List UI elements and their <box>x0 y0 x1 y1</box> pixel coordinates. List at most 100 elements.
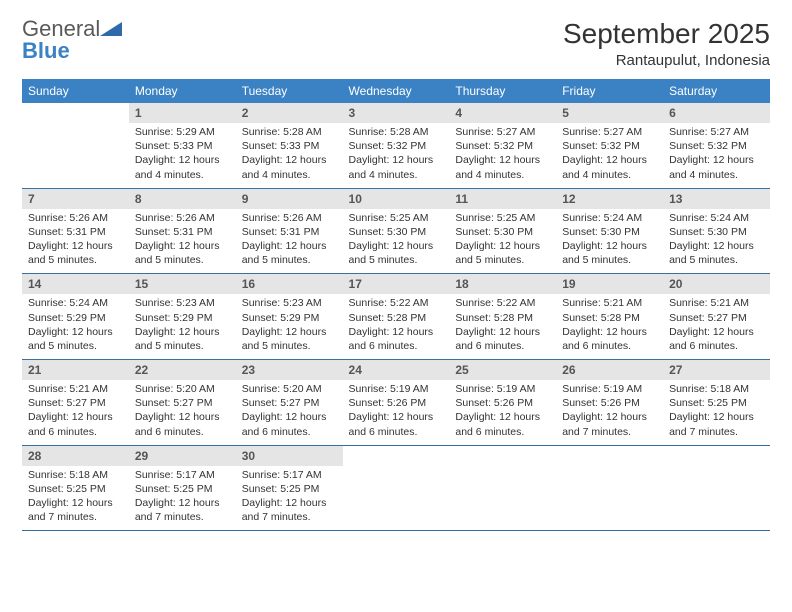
day-number: 16 <box>236 274 343 294</box>
calendar-table: Sunday Monday Tuesday Wednesday Thursday… <box>22 79 770 531</box>
day-number: 12 <box>556 189 663 209</box>
calendar-cell <box>556 445 663 531</box>
calendar-cell: 25Sunrise: 5:19 AMSunset: 5:26 PMDayligh… <box>449 360 556 446</box>
calendar-cell: 5Sunrise: 5:27 AMSunset: 5:32 PMDaylight… <box>556 103 663 188</box>
day-number: 6 <box>663 103 770 123</box>
day-number: 17 <box>343 274 450 294</box>
calendar-cell <box>343 445 450 531</box>
day-body: Sunrise: 5:18 AMSunset: 5:25 PMDaylight:… <box>663 380 770 445</box>
calendar-week-row: 28Sunrise: 5:18 AMSunset: 5:25 PMDayligh… <box>22 445 770 531</box>
day-number: 22 <box>129 360 236 380</box>
calendar-cell: 12Sunrise: 5:24 AMSunset: 5:30 PMDayligh… <box>556 188 663 274</box>
day-number: 7 <box>22 189 129 209</box>
day-body: Sunrise: 5:17 AMSunset: 5:25 PMDaylight:… <box>236 466 343 531</box>
day-number: 14 <box>22 274 129 294</box>
day-header-sunday: Sunday <box>22 79 129 103</box>
calendar-week-row: 1Sunrise: 5:29 AMSunset: 5:33 PMDaylight… <box>22 103 770 188</box>
day-number: 8 <box>129 189 236 209</box>
calendar-cell: 20Sunrise: 5:21 AMSunset: 5:27 PMDayligh… <box>663 274 770 360</box>
calendar-cell: 22Sunrise: 5:20 AMSunset: 5:27 PMDayligh… <box>129 360 236 446</box>
calendar-cell: 17Sunrise: 5:22 AMSunset: 5:28 PMDayligh… <box>343 274 450 360</box>
day-number: 20 <box>663 274 770 294</box>
day-body: Sunrise: 5:23 AMSunset: 5:29 PMDaylight:… <box>236 294 343 359</box>
calendar-cell: 6Sunrise: 5:27 AMSunset: 5:32 PMDaylight… <box>663 103 770 188</box>
day-number: 5 <box>556 103 663 123</box>
calendar-cell: 15Sunrise: 5:23 AMSunset: 5:29 PMDayligh… <box>129 274 236 360</box>
day-body: Sunrise: 5:22 AMSunset: 5:28 PMDaylight:… <box>343 294 450 359</box>
day-number: 29 <box>129 446 236 466</box>
day-body: Sunrise: 5:24 AMSunset: 5:30 PMDaylight:… <box>556 209 663 274</box>
calendar-cell: 1Sunrise: 5:29 AMSunset: 5:33 PMDaylight… <box>129 103 236 188</box>
day-body: Sunrise: 5:28 AMSunset: 5:32 PMDaylight:… <box>343 123 450 188</box>
day-number: 10 <box>343 189 450 209</box>
day-header-monday: Monday <box>129 79 236 103</box>
calendar-cell: 8Sunrise: 5:26 AMSunset: 5:31 PMDaylight… <box>129 188 236 274</box>
month-title: September 2025 <box>563 18 770 50</box>
day-number: 24 <box>343 360 450 380</box>
day-number: 2 <box>236 103 343 123</box>
day-body: Sunrise: 5:26 AMSunset: 5:31 PMDaylight:… <box>236 209 343 274</box>
day-number: 4 <box>449 103 556 123</box>
day-body: Sunrise: 5:17 AMSunset: 5:25 PMDaylight:… <box>129 466 236 531</box>
day-body: Sunrise: 5:21 AMSunset: 5:28 PMDaylight:… <box>556 294 663 359</box>
day-body: Sunrise: 5:23 AMSunset: 5:29 PMDaylight:… <box>129 294 236 359</box>
day-number: 21 <box>22 360 129 380</box>
calendar-cell: 26Sunrise: 5:19 AMSunset: 5:26 PMDayligh… <box>556 360 663 446</box>
day-number: 26 <box>556 360 663 380</box>
day-body: Sunrise: 5:26 AMSunset: 5:31 PMDaylight:… <box>22 209 129 274</box>
day-body <box>343 452 450 510</box>
calendar-week-row: 21Sunrise: 5:21 AMSunset: 5:27 PMDayligh… <box>22 360 770 446</box>
day-body: Sunrise: 5:25 AMSunset: 5:30 PMDaylight:… <box>343 209 450 274</box>
calendar-cell: 29Sunrise: 5:17 AMSunset: 5:25 PMDayligh… <box>129 445 236 531</box>
logo-text-blue: Blue <box>22 38 70 63</box>
day-number: 13 <box>663 189 770 209</box>
day-header-wednesday: Wednesday <box>343 79 450 103</box>
title-block: September 2025 Rantaupulut, Indonesia <box>563 18 770 69</box>
day-body: Sunrise: 5:19 AMSunset: 5:26 PMDaylight:… <box>343 380 450 445</box>
day-number: 9 <box>236 189 343 209</box>
day-number: 25 <box>449 360 556 380</box>
calendar-cell: 19Sunrise: 5:21 AMSunset: 5:28 PMDayligh… <box>556 274 663 360</box>
calendar-cell: 14Sunrise: 5:24 AMSunset: 5:29 PMDayligh… <box>22 274 129 360</box>
day-body: Sunrise: 5:27 AMSunset: 5:32 PMDaylight:… <box>556 123 663 188</box>
day-body: Sunrise: 5:19 AMSunset: 5:26 PMDaylight:… <box>556 380 663 445</box>
day-body: Sunrise: 5:18 AMSunset: 5:25 PMDaylight:… <box>22 466 129 531</box>
day-number: 30 <box>236 446 343 466</box>
day-number: 18 <box>449 274 556 294</box>
day-body <box>22 109 129 167</box>
day-header-thursday: Thursday <box>449 79 556 103</box>
calendar-cell: 11Sunrise: 5:25 AMSunset: 5:30 PMDayligh… <box>449 188 556 274</box>
calendar-cell <box>449 445 556 531</box>
calendar-cell: 30Sunrise: 5:17 AMSunset: 5:25 PMDayligh… <box>236 445 343 531</box>
calendar-cell: 4Sunrise: 5:27 AMSunset: 5:32 PMDaylight… <box>449 103 556 188</box>
day-body: Sunrise: 5:21 AMSunset: 5:27 PMDaylight:… <box>663 294 770 359</box>
day-number: 1 <box>129 103 236 123</box>
calendar-cell: 16Sunrise: 5:23 AMSunset: 5:29 PMDayligh… <box>236 274 343 360</box>
day-body: Sunrise: 5:22 AMSunset: 5:28 PMDaylight:… <box>449 294 556 359</box>
day-body: Sunrise: 5:20 AMSunset: 5:27 PMDaylight:… <box>236 380 343 445</box>
day-body: Sunrise: 5:27 AMSunset: 5:32 PMDaylight:… <box>663 123 770 188</box>
day-number: 3 <box>343 103 450 123</box>
calendar-cell <box>22 103 129 188</box>
day-body: Sunrise: 5:27 AMSunset: 5:32 PMDaylight:… <box>449 123 556 188</box>
calendar-cell: 2Sunrise: 5:28 AMSunset: 5:33 PMDaylight… <box>236 103 343 188</box>
day-body: Sunrise: 5:20 AMSunset: 5:27 PMDaylight:… <box>129 380 236 445</box>
location: Rantaupulut, Indonesia <box>563 52 770 69</box>
logo-triangle-icon <box>100 18 122 40</box>
day-body <box>556 452 663 510</box>
day-body: Sunrise: 5:21 AMSunset: 5:27 PMDaylight:… <box>22 380 129 445</box>
calendar-cell: 24Sunrise: 5:19 AMSunset: 5:26 PMDayligh… <box>343 360 450 446</box>
day-body <box>449 452 556 510</box>
day-number: 19 <box>556 274 663 294</box>
day-body: Sunrise: 5:24 AMSunset: 5:30 PMDaylight:… <box>663 209 770 274</box>
day-header-friday: Friday <box>556 79 663 103</box>
calendar-cell: 7Sunrise: 5:26 AMSunset: 5:31 PMDaylight… <box>22 188 129 274</box>
day-body: Sunrise: 5:25 AMSunset: 5:30 PMDaylight:… <box>449 209 556 274</box>
calendar-week-row: 14Sunrise: 5:24 AMSunset: 5:29 PMDayligh… <box>22 274 770 360</box>
calendar-cell: 23Sunrise: 5:20 AMSunset: 5:27 PMDayligh… <box>236 360 343 446</box>
day-body: Sunrise: 5:28 AMSunset: 5:33 PMDaylight:… <box>236 123 343 188</box>
calendar-cell: 10Sunrise: 5:25 AMSunset: 5:30 PMDayligh… <box>343 188 450 274</box>
day-number: 28 <box>22 446 129 466</box>
calendar-body: 1Sunrise: 5:29 AMSunset: 5:33 PMDaylight… <box>22 103 770 531</box>
calendar-cell <box>663 445 770 531</box>
